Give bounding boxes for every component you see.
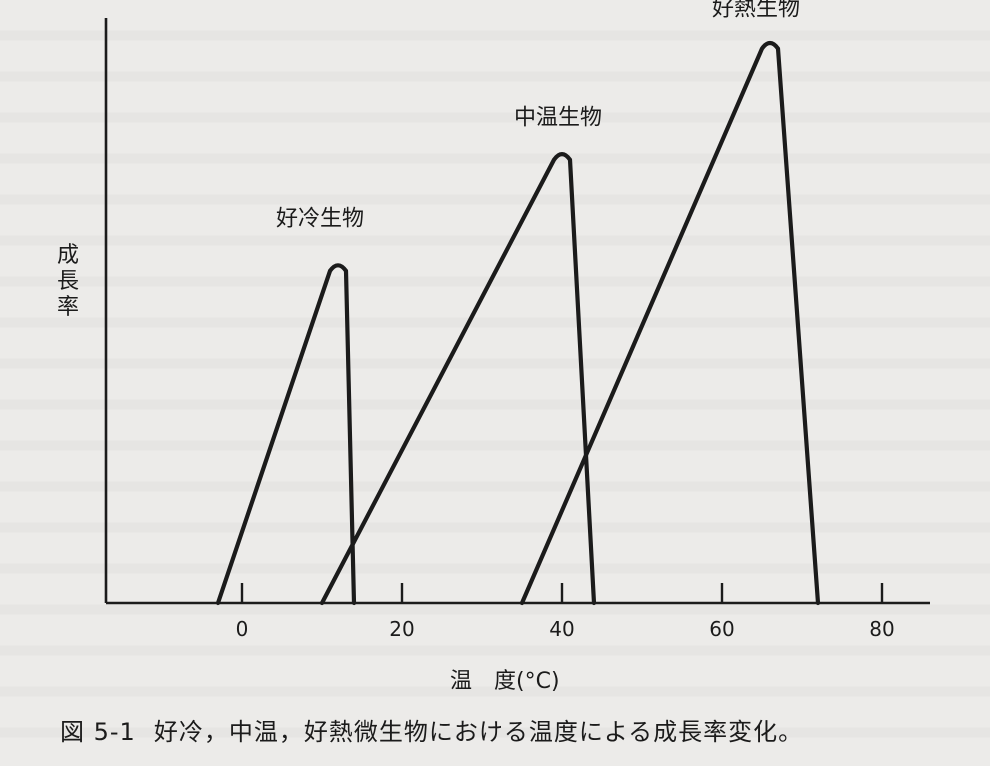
caption-text: 好冷，中温，好熱微生物における温度による成長率変化。	[153, 718, 804, 746]
x-tick-label-40: 40	[549, 617, 574, 641]
x-ticks	[240, 583, 884, 603]
x-tick-label-80: 80	[869, 617, 894, 641]
series-labels: 好冷生物 中温生物 好熱生物	[276, 0, 800, 232]
figure-number: 図 5-1	[60, 718, 136, 746]
series-curves	[215, 40, 821, 606]
y-axis-label: 成長率	[57, 243, 79, 320]
series-curve-1	[215, 263, 357, 606]
growth-rate-chart: 0 20 40 60 80 好冷生物 中温生物 好熱生物 成長率 温 度(°C)	[57, 0, 930, 694]
x-tick-label-60: 60	[709, 617, 734, 641]
series-curve-2	[319, 152, 597, 606]
series-curve-3	[519, 40, 821, 606]
figure-caption: 図 5-1 好冷，中温，好熱微生物における温度による成長率変化。	[60, 712, 980, 747]
x-tick-label-0: 0	[236, 617, 249, 641]
series-label-2: 中温生物	[514, 106, 602, 131]
x-tick-labels: 0 20 40 60 80	[236, 617, 895, 641]
x-axis-label: 温 度(°C)	[450, 669, 560, 694]
series-label-1: 好冷生物	[276, 207, 364, 232]
x-tick-label-20: 20	[389, 617, 414, 641]
series-label-3: 好熱生物	[712, 0, 800, 21]
